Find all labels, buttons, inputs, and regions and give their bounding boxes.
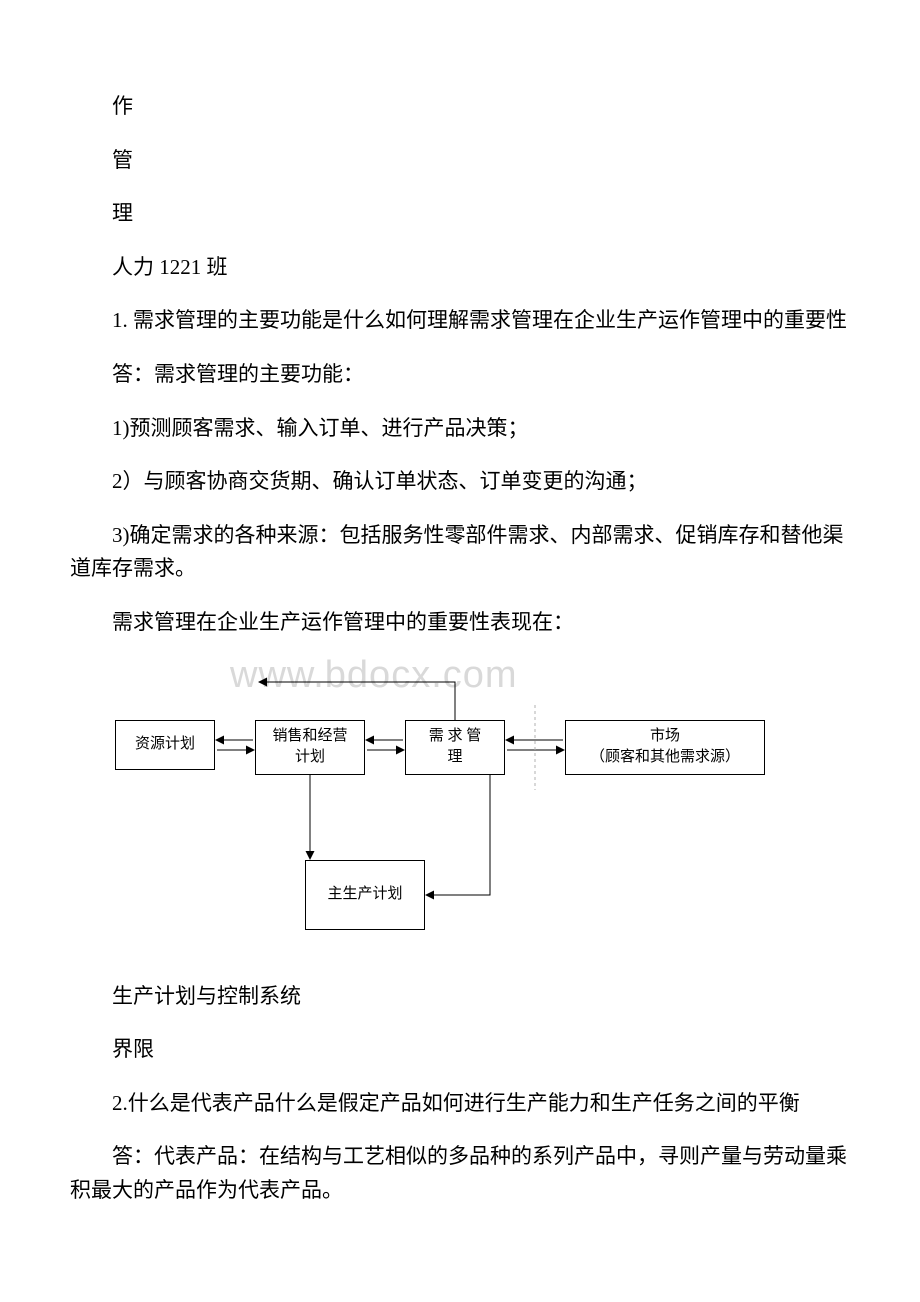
box-demand-mgmt: 需 求 管 理: [405, 720, 505, 775]
question-2: 2.什么是代表产品什么是假定产品如何进行生产能力和生产任务之间的平衡: [70, 1087, 850, 1121]
line-zuo: 作: [70, 90, 850, 124]
class-line: 人力 1221 班: [70, 251, 850, 285]
answer-1-item-3: 3)确定需求的各种来源：包括服务性零部件需求、内部需求、促销库存和替他渠道库存需…: [70, 519, 850, 586]
post-diagram-1: 生产计划与控制系统: [70, 980, 850, 1014]
box-label: 需 求 管 理: [429, 726, 482, 768]
answer-2: 答：代表产品：在结构与工艺相似的多品种的系列产品中，寻则产量与劳动量乘积最大的产…: [70, 1140, 850, 1207]
question-1: 1. 需求管理的主要功能是什么如何理解需求管理在企业生产运作管理中的重要性: [70, 304, 850, 338]
box-label: 主生产计划: [327, 884, 402, 905]
line-guan: 管: [70, 144, 850, 178]
watermark-text: www.bdocx.com: [230, 654, 518, 697]
box-label: 销售和经营 计划: [272, 726, 347, 768]
answer-1-item-4: 需求管理在企业生产运作管理中的重要性表现在：: [70, 606, 850, 640]
answer-1-item-2: 2）与顾客协商交货期、确认订单状态、订单变更的沟通；: [70, 465, 850, 499]
box-sales-plan: 销售和经营 计划: [255, 720, 365, 775]
box-market: 市场 （顾客和其他需求源）: [565, 720, 765, 775]
box-label: 市场 （顾客和其他需求源）: [590, 726, 740, 768]
box-label: 资源计划: [135, 734, 195, 755]
diagram-connectors: [70, 660, 850, 980]
flow-diagram: www.bdocx.com 资源计划 销售和经营 计划 需 求 管 理 市: [70, 660, 850, 980]
post-diagram-2: 界限: [70, 1033, 850, 1067]
box-resource-plan: 资源计划: [115, 720, 215, 770]
box-master-plan: 主生产计划: [305, 860, 425, 930]
answer-1-item-1: 1)预测顾客需求、输入订单、进行产品决策；: [70, 412, 850, 446]
line-li: 理: [70, 197, 850, 231]
answer-1-intro: 答：需求管理的主要功能：: [70, 358, 850, 392]
